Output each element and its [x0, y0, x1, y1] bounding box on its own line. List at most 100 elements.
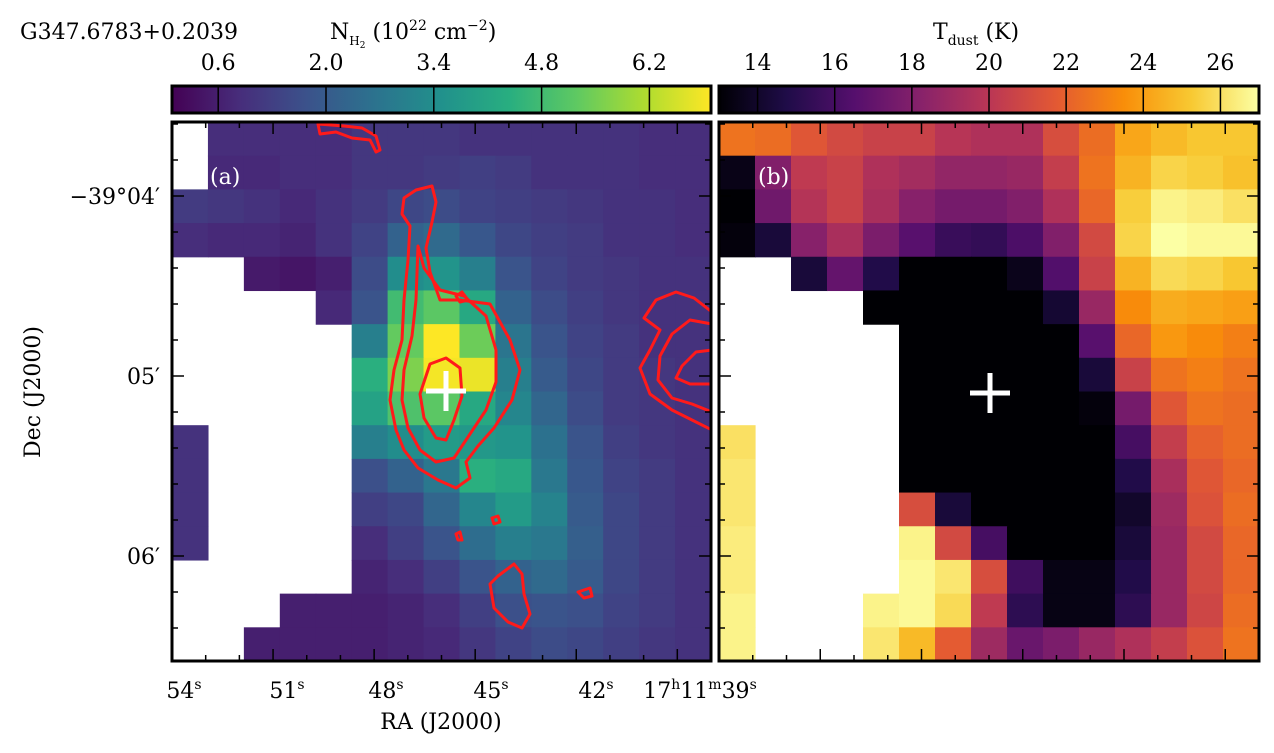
heatmap-cell	[531, 627, 568, 662]
heatmap-cell	[603, 593, 640, 628]
heatmap-cell	[1115, 559, 1152, 595]
heatmap-cell	[899, 324, 936, 359]
x-tick-label: 42s	[578, 677, 613, 704]
heatmap-cell	[791, 155, 828, 190]
heatmap-cell	[863, 290, 900, 325]
heatmap-cell	[567, 391, 604, 426]
heatmap-cell	[639, 189, 676, 224]
heatmap-cell	[1115, 256, 1152, 292]
heatmap-cell	[603, 526, 640, 561]
heatmap-cell	[423, 593, 461, 628]
heatmap-cell	[531, 223, 568, 258]
heatmap-cell	[1007, 256, 1044, 292]
heatmap-cell	[1043, 458, 1080, 494]
heatmap-cell	[495, 425, 532, 460]
heatmap-cell	[899, 223, 936, 258]
heatmap-cell	[1079, 458, 1116, 494]
heatmap-cell	[1187, 627, 1224, 662]
heatmap-cell	[1115, 122, 1152, 157]
heatmap-cell	[351, 189, 389, 224]
heatmap-cell	[387, 122, 425, 157]
heatmap-cell	[1223, 425, 1260, 460]
colorbar-tick-label: 18	[898, 51, 926, 76]
heatmap-cell	[1043, 593, 1080, 628]
heatmap-cell	[1079, 391, 1116, 426]
heatmap-cell	[1223, 122, 1260, 157]
heatmap-cell	[1079, 122, 1116, 157]
heatmap-cell	[1223, 492, 1260, 527]
heatmap-cell	[1115, 189, 1152, 224]
heatmap-cell	[1187, 256, 1224, 292]
heatmap-cell	[243, 189, 281, 224]
heatmap-cell	[423, 324, 461, 359]
heatmap-cell	[935, 593, 972, 628]
heatmap-cell	[1187, 357, 1224, 393]
heatmap-cell	[459, 256, 496, 292]
heatmap-cell	[1151, 526, 1188, 561]
heatmap-cell	[1115, 223, 1152, 258]
heatmap-cell	[935, 391, 972, 426]
heatmap-cell	[863, 223, 900, 258]
panel-a-contours	[316, 122, 711, 630]
heatmap-cell	[351, 290, 389, 325]
heatmap-cell	[1187, 223, 1224, 258]
heatmap-cell	[719, 122, 756, 157]
heatmap-cell	[1007, 526, 1044, 561]
heatmap-cell	[675, 122, 712, 157]
heatmap-cell	[639, 627, 676, 662]
heatmap-cell	[1187, 290, 1224, 325]
colorbar-tick-label: 6.2	[632, 51, 667, 76]
heatmap-cell	[351, 324, 389, 359]
heatmap-cell	[675, 627, 712, 662]
heatmap-cell	[1043, 256, 1080, 292]
heatmap-cell	[1151, 256, 1188, 292]
heatmap-cell	[827, 155, 864, 190]
heatmap-cell	[675, 492, 712, 527]
colorbar-tick-label: 20	[975, 51, 1003, 76]
heatmap-cell	[603, 122, 640, 157]
heatmap-cell	[459, 492, 496, 527]
heatmap-cell	[531, 593, 568, 628]
panel-a-label: (a)	[210, 165, 240, 190]
y-tick-label: −39°04′	[70, 185, 160, 210]
heatmap-cell	[495, 290, 532, 325]
heatmap-cell	[719, 492, 756, 527]
heatmap-cell	[315, 256, 353, 292]
heatmap-cell	[1007, 357, 1044, 393]
heatmap-cell	[1115, 391, 1152, 426]
heatmap-cell	[719, 155, 756, 190]
panel-b-heatmap	[719, 122, 1260, 662]
heatmap-cell	[1007, 559, 1044, 595]
heatmap-cell	[1223, 324, 1260, 359]
heatmap-cell	[603, 492, 640, 527]
heatmap-cell	[1223, 256, 1260, 292]
heatmap-cell	[207, 223, 245, 258]
panel-b-marker	[970, 373, 1010, 413]
heatmap-cell	[827, 223, 864, 258]
heatmap-cell	[1043, 290, 1080, 325]
heatmap-cell	[935, 223, 972, 258]
heatmap-cell	[1007, 627, 1044, 662]
heatmap-cell	[1223, 627, 1260, 662]
heatmap-cell	[719, 593, 756, 628]
heatmap-cell	[495, 256, 532, 292]
heatmap-cell	[1187, 593, 1224, 628]
heatmap-cell	[971, 223, 1008, 258]
colorbar-b-label: Tdust (K)	[933, 20, 1019, 49]
heatmap-cell	[935, 357, 972, 393]
heatmap-cell	[639, 458, 676, 494]
heatmap-cell	[315, 189, 353, 224]
heatmap-cell	[899, 256, 936, 292]
heatmap-cell	[1223, 526, 1260, 561]
heatmap-cell	[1223, 189, 1260, 224]
heatmap-cell	[935, 627, 972, 662]
heatmap-cell	[971, 526, 1008, 561]
heatmap-cell	[1007, 324, 1044, 359]
heatmap-cell	[351, 223, 389, 258]
heatmap-cell	[207, 155, 245, 190]
heatmap-cell	[459, 155, 496, 190]
heatmap-cell	[315, 593, 353, 628]
y-tick-label: 06′	[127, 545, 160, 570]
heatmap-cell	[863, 122, 900, 157]
